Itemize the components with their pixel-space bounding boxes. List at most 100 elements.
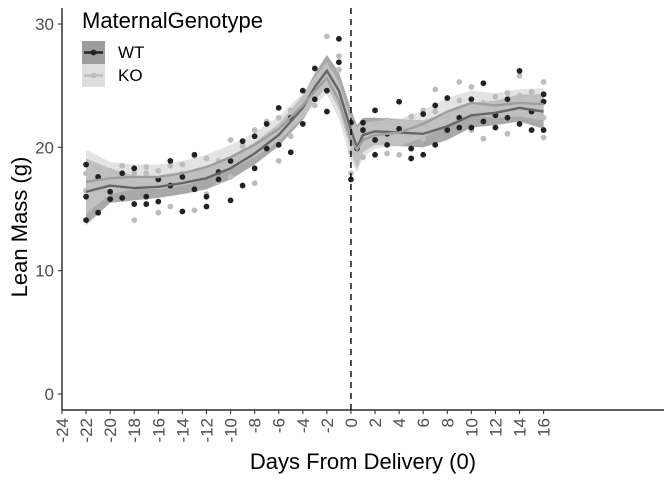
y-axis-ticks: 0 10 20 30 — [35, 15, 62, 404]
point-wt-18 — [179, 174, 186, 180]
x-tick-label: 2 — [366, 418, 385, 427]
x-tick-label: 16 — [535, 418, 554, 437]
y-tick-label: 20 — [35, 138, 54, 157]
point-wt-11 — [143, 193, 150, 200]
point-ko-6 — [119, 162, 126, 169]
point-ko-18 — [191, 207, 198, 214]
point-wt-51 — [372, 137, 378, 143]
point-wt-15 — [167, 158, 174, 164]
point-ko-37 — [299, 112, 306, 119]
point-ko-24 — [227, 174, 234, 180]
point-wt-56 — [396, 125, 403, 132]
point-wt-64 — [444, 95, 451, 101]
point-wt-61 — [432, 141, 439, 148]
point-wt-32 — [263, 121, 270, 127]
band-ko — [86, 62, 544, 214]
point-ko-15 — [167, 162, 174, 169]
point-ko-60 — [432, 86, 439, 93]
point-ko-48 — [360, 154, 366, 161]
point-wt-81 — [540, 91, 547, 98]
x-axis-title: Days From Delivery (0) — [250, 449, 476, 474]
point-wt-3 — [95, 174, 102, 180]
point-wt-6 — [107, 196, 114, 203]
point-wt-9 — [131, 201, 138, 207]
point-wt-59 — [420, 111, 427, 117]
point-ko-36 — [299, 96, 306, 103]
point-wt-43 — [336, 35, 342, 42]
point-wt-29 — [251, 165, 258, 172]
point-wt-14 — [155, 198, 162, 205]
x-axis-ticks: -24 -22 -20 -18 -16 -14 -12 -10 -8 -6 -4 -2 0 2 4 6 8 10 1… — [53, 410, 554, 443]
smooth-line-ko — [85, 76, 544, 184]
point-ko-14 — [167, 203, 174, 210]
x-tick-label: -24 — [53, 418, 72, 443]
x-tick-label: 0 — [342, 418, 361, 427]
point-wt-73 — [504, 96, 511, 103]
point-ko-29 — [251, 127, 258, 133]
x-tick-label: 10 — [462, 418, 481, 437]
point-ko-26 — [239, 143, 246, 150]
point-ko-13 — [155, 167, 162, 174]
point-ko-32 — [275, 158, 282, 164]
x-tick-label: -18 — [125, 418, 144, 443]
point-wt-67 — [468, 96, 475, 103]
legend-key-point — [90, 49, 97, 56]
point-ko-51 — [384, 150, 390, 157]
point-wt-37 — [299, 121, 306, 127]
point-ko-17 — [179, 161, 186, 168]
point-wt-63 — [444, 127, 451, 133]
x-tick-label: 4 — [390, 418, 409, 427]
point-wt-21 — [203, 203, 210, 210]
confidence-bands — [86, 54, 544, 226]
point-wt-62 — [432, 102, 439, 109]
legend-title: MaternalGenotype — [82, 8, 263, 33]
point-wt-49 — [360, 119, 366, 126]
x-tick-label: -8 — [246, 418, 265, 433]
point-wt-38 — [299, 87, 306, 94]
point-wt-35 — [287, 149, 294, 156]
point-wt-55 — [396, 98, 403, 105]
point-ko-52 — [384, 117, 390, 124]
point-ko-79 — [540, 114, 547, 121]
point-ko-21 — [203, 155, 210, 162]
point-ko-71 — [504, 130, 511, 137]
legend-entry-ko: KO — [82, 64, 143, 87]
point-wt-5 — [107, 188, 114, 195]
point-wt-50 — [372, 151, 378, 158]
point-ko-11 — [143, 170, 150, 177]
point-ko-8 — [131, 217, 138, 223]
x-tick-label: -16 — [149, 418, 168, 443]
legend: MaternalGenotype WT KO — [82, 8, 263, 87]
point-ko-67 — [480, 135, 487, 142]
band-wt — [86, 54, 544, 226]
point-wt-26 — [227, 158, 234, 164]
point-wt-80 — [540, 127, 547, 133]
point-wt-57 — [408, 145, 415, 152]
point-wt-25 — [227, 197, 234, 204]
point-ko-50 — [372, 121, 378, 127]
x-tick-label: -14 — [173, 418, 192, 443]
point-ko-9 — [131, 170, 138, 177]
x-tick-label: -20 — [101, 418, 120, 443]
smooth-lines — [85, 68, 544, 193]
point-wt-48 — [360, 127, 366, 133]
point-ko-76 — [528, 88, 535, 95]
point-wt-12 — [143, 201, 150, 207]
point-ko-74 — [516, 92, 523, 99]
point-wt-52 — [372, 107, 378, 114]
x-tick-label: -10 — [222, 418, 241, 443]
axes — [61, 8, 664, 411]
point-ko-38 — [311, 102, 318, 109]
point-ko-63 — [456, 79, 463, 85]
point-ko-34 — [287, 107, 294, 114]
point-ko-28 — [251, 180, 258, 187]
point-ko-25 — [227, 137, 234, 143]
point-wt-4 — [95, 209, 102, 216]
point-wt-76 — [516, 121, 523, 127]
point-wt-72 — [492, 124, 499, 131]
legend-entry-wt: WT — [82, 41, 144, 64]
x-tick-label: 14 — [511, 418, 530, 437]
point-ko-40 — [323, 33, 330, 40]
legend-label: WT — [118, 43, 144, 62]
